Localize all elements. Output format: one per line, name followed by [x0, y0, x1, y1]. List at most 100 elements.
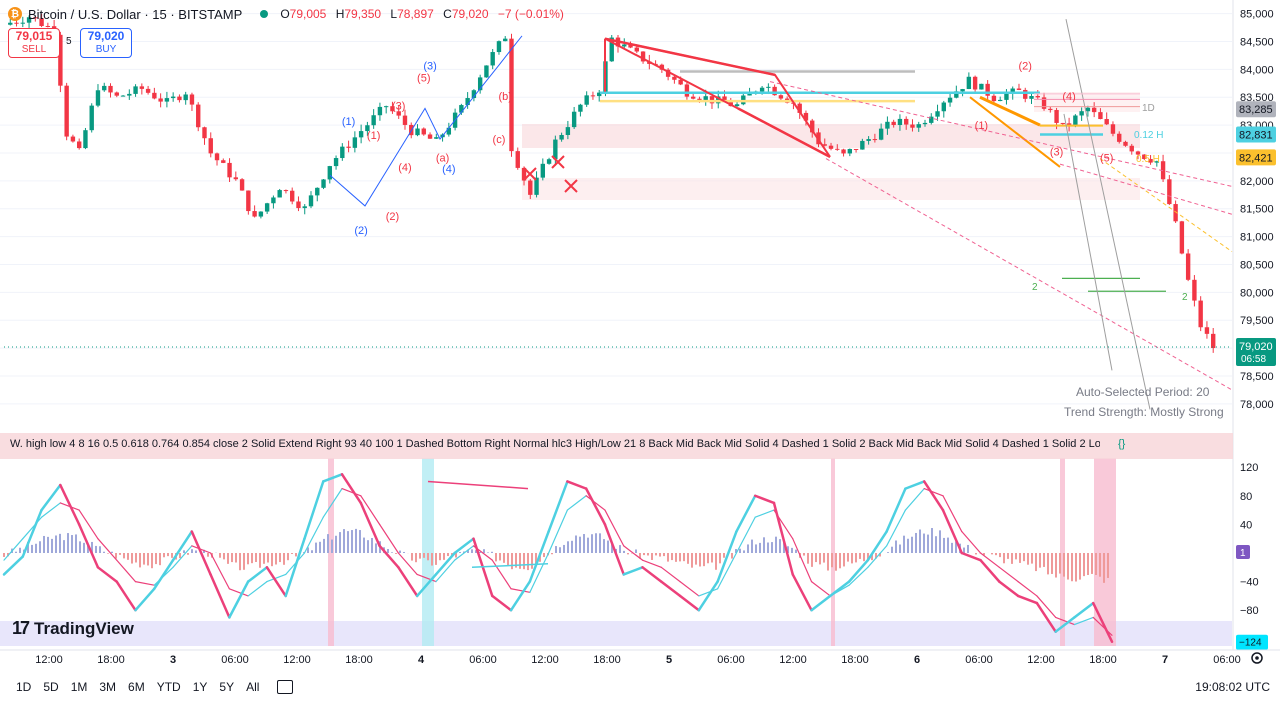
candle-body: [102, 85, 107, 91]
candle-body: [1142, 154, 1147, 159]
candle-body: [1016, 88, 1022, 90]
range-1y[interactable]: 1Y: [192, 680, 208, 694]
range-6m[interactable]: 6M: [128, 680, 145, 694]
time-axis[interactable]: 12:00 18:00 3 06:00 12:00 18:00 4 06:00 12:00 18:…: [0, 649, 1280, 666]
price-tick: 81,500: [1240, 204, 1274, 216]
candle-body: [941, 102, 946, 112]
oscillator-segment: [1073, 601, 1095, 619]
candle-body: [33, 17, 38, 19]
candle-body: [415, 128, 420, 136]
drawings: 1D 0.12 H 0.5 H 2 2: [4, 19, 1233, 410]
candle-body: [177, 96, 182, 101]
candle-body: [1060, 122, 1066, 124]
osc-tick: 120: [1240, 462, 1258, 474]
candle-body: [553, 139, 558, 160]
range-all[interactable]: All: [246, 680, 260, 694]
range-5y[interactable]: 5Y: [219, 680, 235, 694]
oscillator-segment: [266, 573, 287, 583]
grid: [0, 13, 1232, 405]
candle-body: [221, 160, 226, 163]
oscillator-segment: [434, 551, 456, 576]
oscillator-segment: [247, 581, 268, 597]
oscillator-segment: [322, 473, 344, 483]
oscillator-segment: [885, 487, 907, 533]
oscillator-segment: [735, 494, 757, 533]
range-5d[interactable]: 5D: [43, 680, 59, 694]
oscillator-segment: [134, 581, 155, 586]
oscillator-segment: [1016, 594, 1039, 605]
wave-label: (1): [342, 116, 355, 128]
range-3m[interactable]: 3M: [99, 680, 117, 694]
oscillator-segment: [360, 495, 381, 525]
candle-body: [390, 106, 395, 112]
oscillator-segment: [341, 488, 362, 497]
candle-body: [202, 127, 207, 139]
price-axis[interactable]: 85,00084,50084,00083,50083,00082,50082,0…: [1232, 0, 1276, 650]
oscillator-segment: [847, 558, 870, 583]
candle-body: [296, 201, 301, 209]
ohlc-readout: O79,005 H79,350 L78,897 C79,020 −7 (−0.0…: [280, 7, 564, 21]
symbol-title[interactable]: Bitcoin / U.S. Dollar · 15 · BITSTAMP: [28, 6, 243, 22]
tradingview-logo[interactable]: 17 TradingView: [12, 618, 134, 639]
calendar-icon[interactable]: [277, 680, 294, 694]
candle-body: [672, 76, 677, 80]
candle-body: [665, 69, 671, 77]
candle-body: [471, 90, 477, 99]
fib-label: 1D: [1142, 103, 1155, 114]
candle-body: [947, 97, 953, 103]
price-tag: [1236, 126, 1276, 143]
candle-body: [365, 125, 370, 132]
oscillator-segment: [171, 530, 194, 562]
candle-body: [39, 18, 44, 26]
oscillator-segment: [922, 480, 945, 512]
candle-body: [747, 92, 752, 96]
candle-body: [290, 190, 295, 202]
range-ytd[interactable]: YTD: [156, 680, 181, 694]
oscillator-segment: [3, 538, 24, 561]
osc-current-value: 1: [1240, 548, 1246, 559]
range-1d[interactable]: 1D: [16, 680, 32, 694]
candle-body: [327, 166, 332, 180]
candle-body: [396, 111, 401, 116]
fib-label: 2: [1182, 292, 1188, 303]
time-tick: 4: [418, 654, 425, 666]
candle-body: [1173, 204, 1178, 222]
oscillator-segment: [979, 558, 1001, 583]
indicator-code-icon[interactable]: {}: [1118, 438, 1126, 450]
gear-icon[interactable]: [1250, 651, 1264, 665]
oscillator-segment: [998, 580, 1020, 598]
oscillator-segment: [21, 508, 43, 558]
candle-body: [120, 95, 126, 97]
oscillator-segment: [942, 495, 963, 533]
indicator-settings[interactable]: W. high low 4 8 16 0.5 0.618 0.764 0.854…: [10, 438, 1100, 450]
trend-strength-label: Trend Strength: Mostly Strong: [1064, 405, 1224, 419]
sell-button[interactable]: 79,015 SELL: [8, 28, 60, 58]
candle-body: [534, 177, 539, 195]
x-mark-icon: [564, 179, 578, 193]
fib-label: 2: [1032, 282, 1038, 293]
candle-body: [684, 84, 690, 97]
osc-tick: 40: [1240, 519, 1252, 531]
trend-line: [1065, 19, 1151, 410]
candle-body: [95, 90, 101, 106]
candle-body: [910, 124, 915, 128]
candle-body: [904, 118, 909, 125]
utc-clock[interactable]: 19:08:02 UTC: [1195, 680, 1270, 694]
oscillator-segment: [415, 573, 438, 598]
osc-value-tag: [1236, 545, 1250, 559]
price-tick: 81,000: [1240, 232, 1274, 244]
candle-body: [634, 47, 639, 52]
candle-body: [227, 162, 232, 178]
range-1m[interactable]: 1M: [70, 680, 88, 694]
oscillator-segment: [604, 509, 625, 547]
candle-body: [509, 38, 514, 152]
tradingview-mark-icon: 17: [12, 618, 30, 638]
candle-body: [145, 88, 151, 93]
candle-body: [258, 211, 264, 217]
oscillator-segment: [78, 509, 99, 540]
candle-body: [340, 146, 345, 159]
oscillator-axis[interactable]: 12080400−40−801−124: [1236, 462, 1268, 650]
wave-label: (5): [417, 73, 430, 85]
buy-button[interactable]: 79,020 BUY: [80, 28, 132, 58]
